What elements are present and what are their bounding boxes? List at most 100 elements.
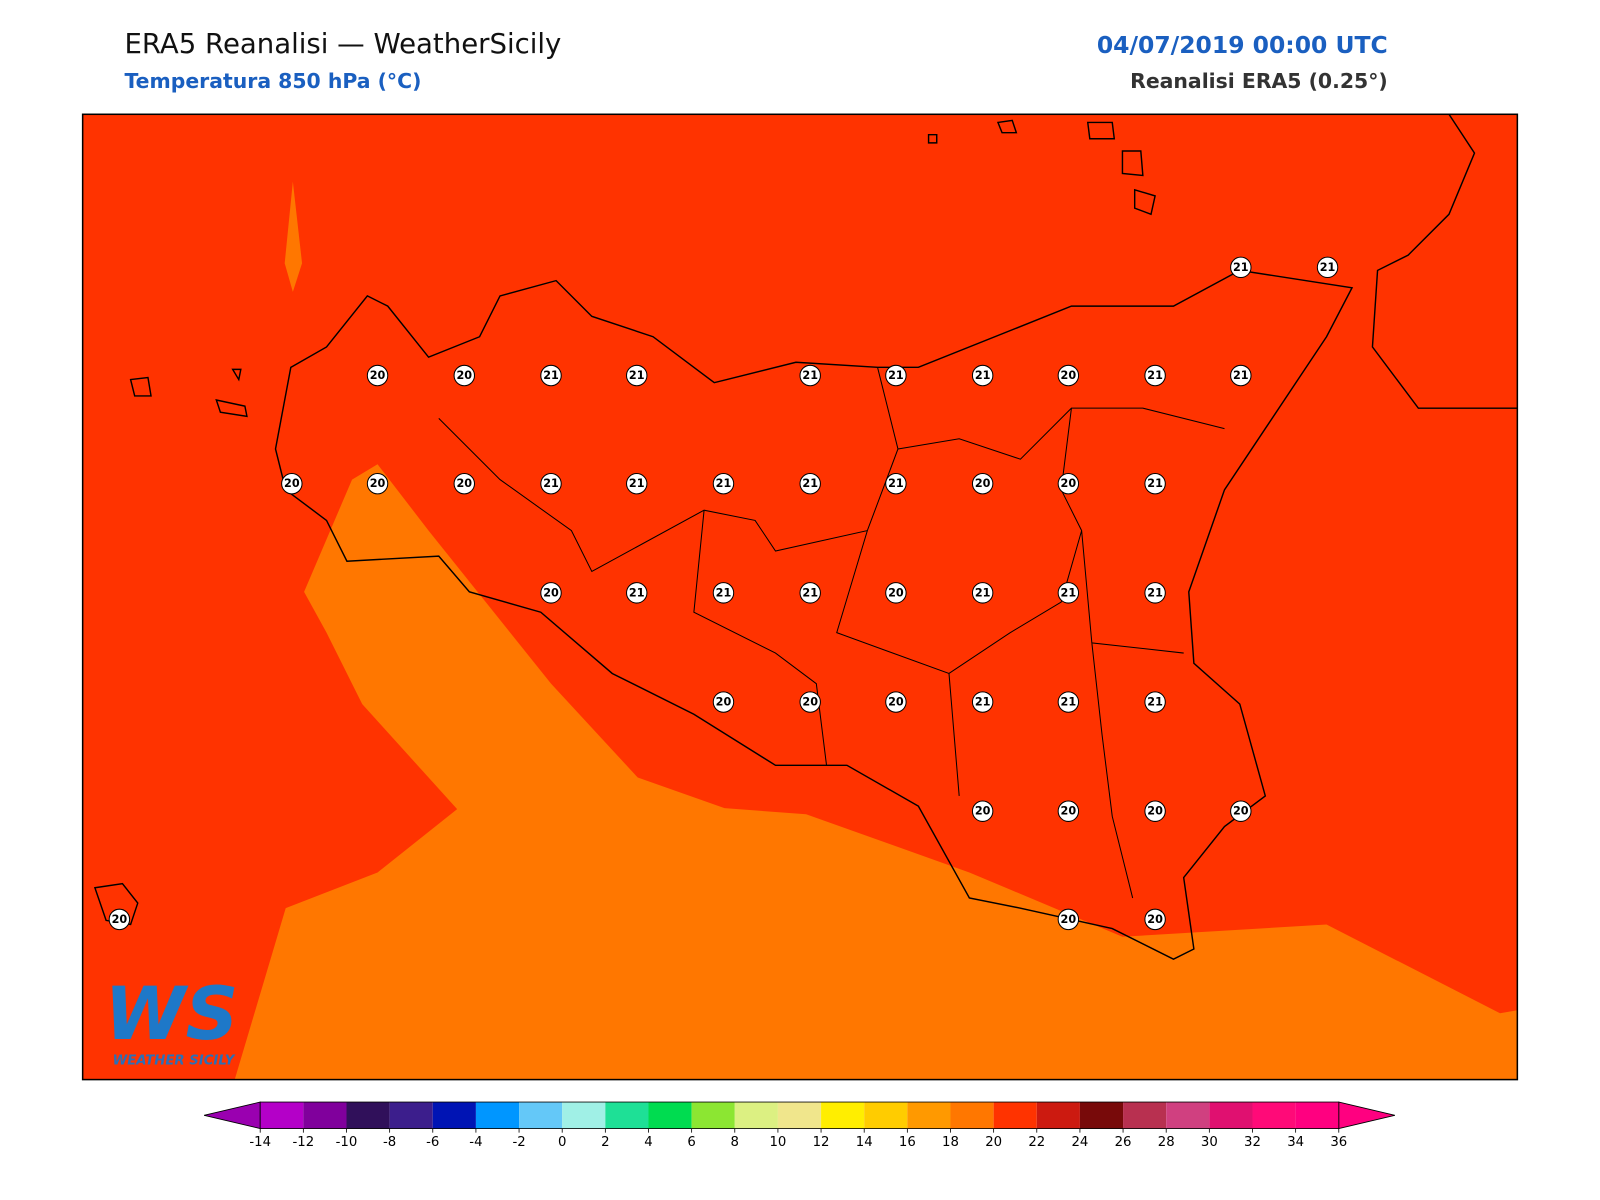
province-borders [438, 367, 1225, 899]
label-marker [712, 472, 735, 495]
label-marker [885, 364, 907, 387]
value-label: 20 [1233, 805, 1249, 818]
value-label: 20 [1061, 913, 1077, 926]
label-marker [885, 582, 907, 604]
colorbar-swatch [691, 1102, 735, 1129]
label-marker [1144, 582, 1166, 604]
colorbar-swatch [605, 1102, 649, 1129]
label-marker [885, 472, 907, 495]
date: 04/07/2019 00:00 UTC [1097, 31, 1388, 59]
value-label: 20 [1061, 477, 1077, 490]
value-label: 20 [888, 696, 904, 709]
value-label: 21 [975, 369, 991, 382]
colorbar-tick-label: 34 [1287, 1135, 1304, 1150]
calabria-coast [1371, 113, 1518, 409]
colorbar-tick-label: 24 [1071, 1135, 1088, 1150]
colorbar-over [1338, 1101, 1395, 1130]
colorbar-swatch [432, 1102, 476, 1129]
colorbar-swatch [907, 1102, 951, 1129]
colorbar-swatch [475, 1102, 520, 1129]
value-label: 20 [456, 477, 472, 490]
islands [93, 119, 1156, 926]
colorbar-swatch [1079, 1102, 1124, 1129]
value-label: 20 [716, 696, 732, 709]
label-marker [1144, 691, 1166, 713]
value-label: 21 [1233, 369, 1249, 382]
value-label: 21 [716, 586, 732, 599]
value-label: 21 [629, 477, 645, 490]
value-label: 21 [888, 369, 904, 382]
colorbar-swatch [950, 1102, 994, 1129]
value-label: 21 [802, 477, 818, 490]
value-label: 21 [1147, 696, 1163, 709]
colorbar-tick-label: -10 [336, 1135, 358, 1150]
value-label: 20 [1061, 369, 1077, 382]
value-label: 21 [716, 477, 732, 490]
colorbar-tick-label: 18 [942, 1135, 959, 1150]
label-marker [971, 364, 994, 387]
colorbar-swatch [1123, 1102, 1167, 1129]
colorbar-swatch [993, 1102, 1037, 1129]
colorbar-frame [259, 1101, 1340, 1129]
value-label: 20 [975, 805, 991, 818]
label-marker [366, 472, 389, 495]
label-marker [453, 364, 475, 387]
value-label: 20 [284, 477, 300, 490]
sicily-coast [274, 269, 1354, 960]
value-label: 21 [1147, 586, 1163, 599]
label-marker [799, 582, 821, 604]
label-marker [1316, 256, 1339, 279]
colorbar-under [203, 1101, 261, 1130]
value-label: 20 [370, 477, 386, 490]
colorbar-tick-label: 30 [1201, 1135, 1218, 1150]
label-marker [366, 364, 389, 387]
value-label: 20 [112, 913, 128, 926]
colorbar-swatch [519, 1102, 563, 1129]
value-label: 21 [802, 369, 818, 382]
colorbar-tick-label: -2 [512, 1135, 525, 1150]
temperature-band [284, 181, 303, 292]
colorbar-swatch [303, 1102, 347, 1129]
colorbar-swatch [648, 1102, 692, 1129]
temperature-band [234, 464, 1518, 1080]
label-marker [885, 691, 907, 713]
value-label: 20 [456, 369, 472, 382]
value-label: 20 [888, 586, 904, 599]
value-label: 20 [1147, 913, 1163, 926]
colorbar-swatch [1036, 1102, 1080, 1129]
colorbar-tick-label: 28 [1158, 1135, 1175, 1150]
value-label: 20 [802, 696, 818, 709]
map: 21 21 20 20 21 21 21 21 21 20 21 21 20 20 20 21 21 21 21 21… [81, 113, 1519, 1081]
value-label: 20 [975, 477, 991, 490]
colorbar-swatch [821, 1102, 865, 1129]
colorbar-swatch [1166, 1102, 1210, 1129]
label-marker [1057, 364, 1080, 387]
colorbar-swatch [1252, 1102, 1296, 1129]
label-marker [1057, 800, 1080, 822]
colorbar-tick-label: 4 [644, 1135, 652, 1150]
source: Reanalisi ERA5 (0.25°) [1130, 69, 1388, 93]
label-marker [1230, 256, 1252, 279]
colorbar-tick-label: 16 [899, 1135, 916, 1150]
value-label: 21 [888, 477, 904, 490]
label-marker [540, 582, 562, 604]
colorbar-tick-label: 14 [856, 1135, 873, 1150]
value-label: 20 [1147, 805, 1163, 818]
value-label: 21 [1320, 261, 1336, 274]
value-label: 21 [1061, 586, 1077, 599]
subtitle: Temperatura 850 hPa (°C) [124, 69, 421, 93]
value-label: 21 [1061, 696, 1077, 709]
label-marker [712, 582, 735, 604]
label-marker [799, 691, 821, 713]
label-marker [799, 472, 821, 495]
label-marker [453, 472, 475, 495]
colorbar-tick-label: 10 [769, 1135, 786, 1150]
value-label: 20 [1061, 805, 1077, 818]
colorbar-tick-label: -6 [426, 1135, 439, 1150]
value-label: 21 [543, 369, 559, 382]
colorbar-swatch [260, 1102, 304, 1129]
label-marker [540, 472, 562, 495]
colorbar-swatch [389, 1102, 433, 1129]
colorbar-swatch [734, 1102, 778, 1129]
map-frame [81, 113, 1519, 1081]
